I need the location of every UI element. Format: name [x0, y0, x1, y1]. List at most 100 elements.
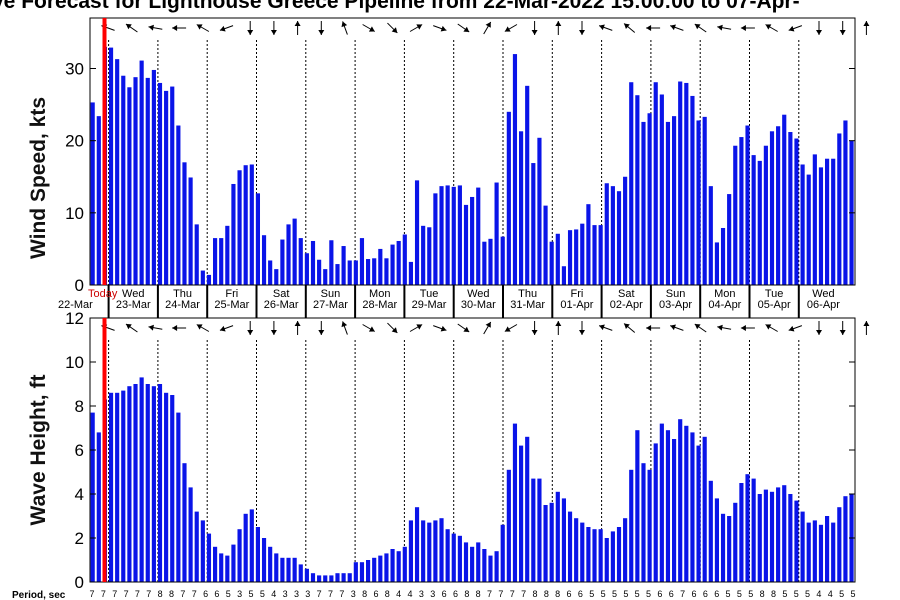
period-value: 7 [135, 589, 140, 599]
wind-bar [751, 155, 756, 285]
wave-bar [463, 542, 469, 582]
period-value: 6 [373, 589, 378, 599]
period-value: 5 [737, 589, 742, 599]
wind-direction-arrowhead [717, 24, 723, 31]
wave-direction-arrowhead [579, 330, 585, 335]
wind-bar [574, 229, 579, 285]
wind-direction-arrowhead [440, 25, 447, 32]
period-value: 7 [180, 589, 185, 599]
wind-direction-arrowhead [172, 25, 178, 31]
wind-bar [384, 258, 389, 285]
wave-bar [427, 522, 432, 582]
date-label: 05-Apr [758, 299, 791, 311]
period-value: 5 [589, 589, 594, 599]
wave-bar [206, 533, 212, 582]
period-value: 5 [601, 589, 606, 599]
date-label: 30-Mar [461, 299, 496, 311]
wave-direction-arrowhead [318, 330, 325, 335]
wave-bar [213, 546, 218, 582]
period-value: 7 [124, 589, 129, 599]
chart-title: ve Forecast for Lighthouse Greece Pipeli… [0, 0, 800, 13]
period-value: 6 [203, 589, 208, 599]
wave-direction-arrowhead [440, 325, 447, 332]
wind-direction-arrowhead [391, 27, 398, 33]
wave-direction-arrowhead [172, 325, 178, 331]
wind-bar [463, 204, 469, 285]
wind-bar [757, 160, 762, 285]
wave-bar [604, 538, 609, 582]
wind-bar [818, 167, 824, 285]
period-value: 3 [430, 589, 435, 599]
wave-bar [115, 392, 120, 582]
wind-bar [366, 259, 371, 285]
wind-bar [812, 154, 817, 285]
wind-direction-arrowhead [694, 23, 701, 30]
date-label: 25-Mar [214, 299, 249, 311]
wave-bar [598, 529, 603, 582]
wind-bar [249, 164, 254, 285]
wave-direction-arrowhead [270, 330, 277, 335]
wind-bar [115, 59, 120, 285]
period-value: 8 [476, 589, 481, 599]
wave-bar [188, 487, 193, 582]
wave-bar [782, 485, 787, 582]
wind-bar [310, 240, 316, 285]
wind-direction-arrowhead [816, 30, 822, 35]
wave-bar [341, 573, 346, 582]
wind-bar [335, 264, 340, 285]
wind-bar [653, 82, 658, 285]
wind-bar [292, 218, 297, 285]
wind-bar [127, 87, 132, 286]
wave-bar [672, 439, 677, 582]
wave-bar [108, 392, 114, 582]
wind-bar [402, 234, 407, 285]
period-value: 6 [714, 589, 719, 599]
wave-bar [231, 544, 236, 582]
period-value: 7 [521, 589, 526, 599]
wave-bar [310, 573, 316, 582]
wind-bar [512, 54, 518, 285]
wind-bar [806, 174, 811, 285]
wave-bar [439, 518, 444, 582]
wave-bar [176, 412, 181, 582]
wind-bar [506, 111, 511, 285]
wind-direction-arrowhead [579, 30, 585, 35]
wave-bar [286, 557, 291, 582]
wave-bars [90, 377, 854, 582]
wave-bar [788, 494, 793, 582]
period-value: 5 [850, 589, 855, 599]
wind-direction-arrowhead [125, 23, 132, 30]
wave-bar [641, 463, 646, 582]
wave-bar [512, 423, 518, 582]
wind-bar [96, 116, 101, 286]
wave-y-axis-label: Wave Height, ft [27, 375, 50, 526]
wind-bar [837, 133, 842, 285]
day-name-label: Sun [666, 288, 686, 300]
wind-bar [800, 164, 805, 285]
wave-direction-arrowhead [624, 323, 630, 330]
wave-bar [678, 419, 683, 582]
wind-bar [500, 236, 505, 285]
wind-bar [476, 187, 481, 285]
wave-direction-arrowhead [219, 325, 226, 332]
wind-direction-arrowhead [531, 30, 538, 35]
wind-bar [408, 261, 414, 285]
wind-bar [268, 260, 273, 285]
wind-bar [567, 230, 573, 285]
wave-bar [659, 423, 664, 582]
wave-bar [329, 575, 334, 582]
wind-bar [623, 176, 628, 285]
wave-direction-arrowhead [341, 321, 348, 328]
wind-bar [525, 85, 530, 286]
period-value: 5 [839, 589, 844, 599]
wind-direction-arrowhead [839, 30, 846, 35]
wave-bar [745, 474, 750, 582]
wind-bar [194, 224, 199, 285]
wave-direction-arrowhead [148, 324, 154, 331]
wind-bar [421, 225, 426, 285]
wave-bar [653, 443, 658, 582]
wave-y-tick-label: 10 [65, 353, 84, 372]
period-value: 7 [328, 589, 333, 599]
wind-bar [341, 246, 346, 285]
period-value: 8 [771, 589, 776, 599]
